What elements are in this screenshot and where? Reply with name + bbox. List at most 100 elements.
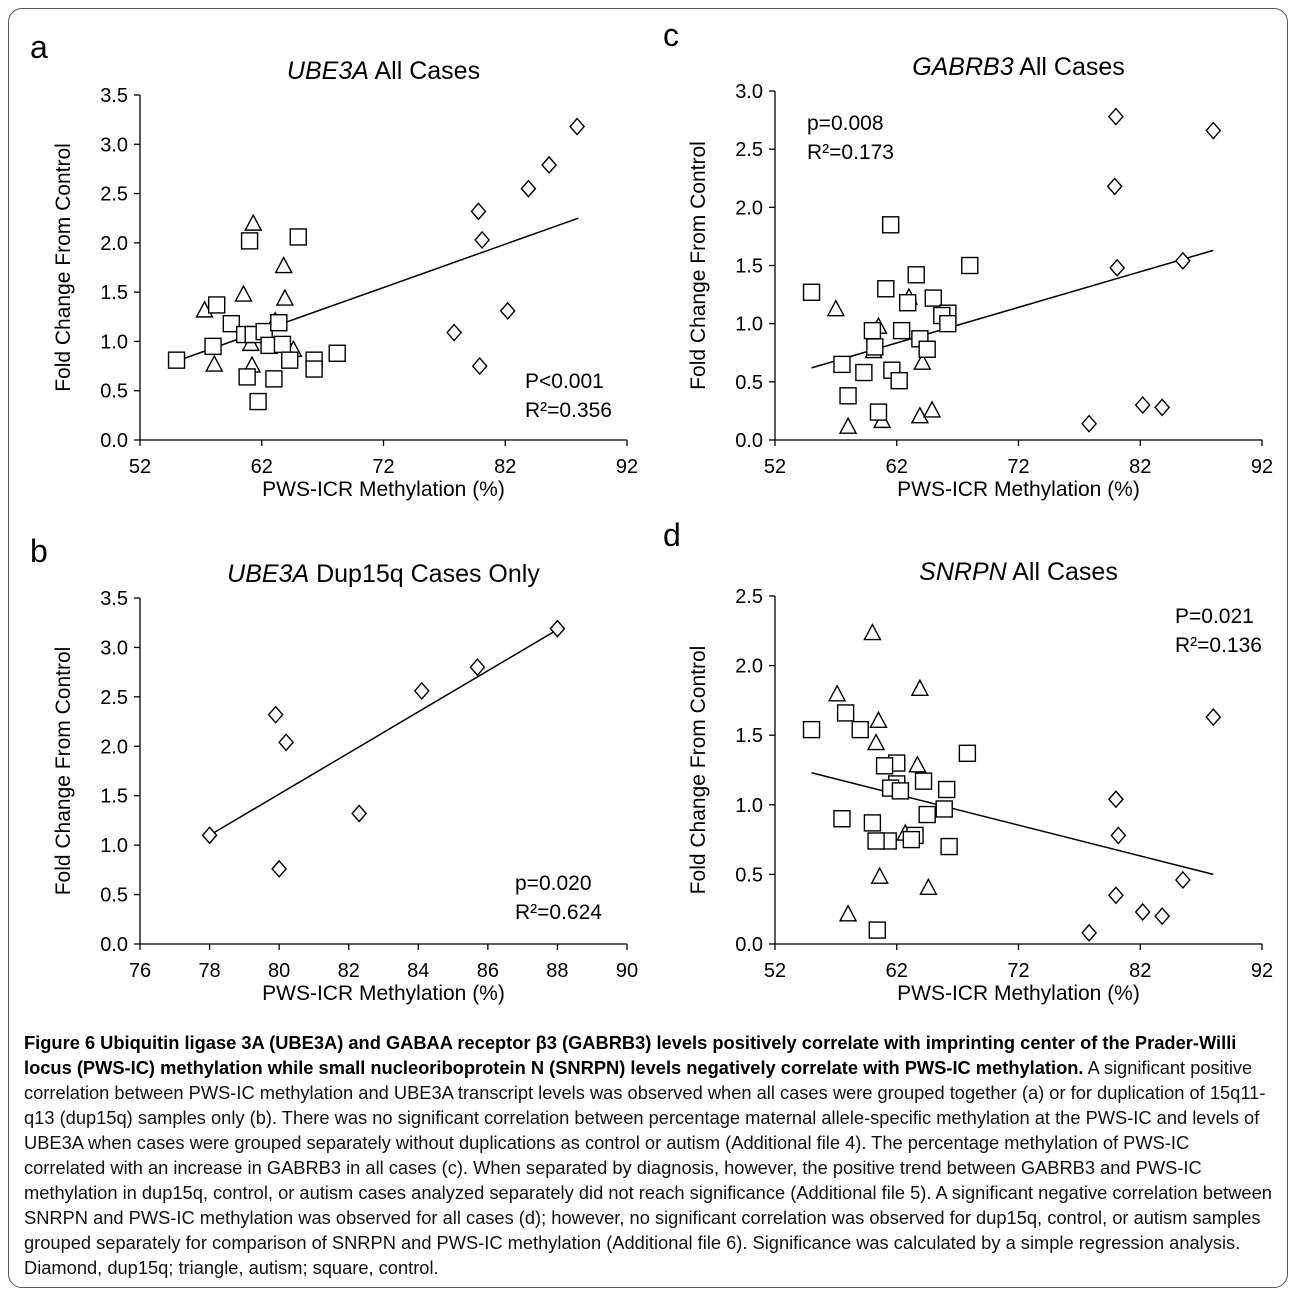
triangle-point — [869, 710, 888, 728]
square-point — [281, 351, 299, 369]
square-point — [802, 720, 821, 739]
y-tick-label: 0.5 — [100, 381, 128, 403]
triangle-point — [205, 354, 224, 372]
square-point — [875, 757, 894, 775]
square-point — [940, 837, 958, 856]
diamond-point — [1134, 396, 1151, 415]
square-point — [833, 355, 851, 374]
triangle-point — [838, 904, 858, 922]
y-tick-label: 2.0 — [735, 197, 763, 219]
panel-letter: d — [663, 517, 681, 553]
stat-p-value: P=0.021 — [1175, 605, 1254, 628]
triangle-point — [910, 678, 930, 696]
square-point — [924, 289, 942, 307]
diamond-point — [520, 179, 537, 198]
y-tick-label: 0.0 — [100, 934, 128, 956]
caption-body: A significant positive correlation betwe… — [24, 1057, 1272, 1278]
diamond-point — [267, 705, 284, 724]
panel-c: c GABRB3 All Cases 0.0 0.5 1.0 1.5 2.0 2.5 3.0 52… — [663, 17, 1273, 501]
x-tick-label: 92 — [1251, 960, 1273, 982]
square-point — [833, 810, 851, 828]
x-tick-label: 76 — [129, 960, 151, 982]
x-tick-label: 62 — [251, 456, 273, 478]
diamond-point — [1107, 107, 1124, 126]
x-tick-label: 82 — [494, 456, 516, 478]
diamond-point — [271, 859, 288, 878]
x-tick-label: 82 — [1129, 456, 1151, 478]
square-point — [863, 814, 882, 832]
title-gene: UBE3A — [227, 560, 309, 588]
diamond-point — [474, 230, 491, 249]
x-axis-label: PWS-ICR Methylation (%) — [897, 982, 1140, 1005]
triangle-point — [838, 416, 858, 434]
square-point — [892, 321, 911, 340]
x-tick-label: 82 — [338, 960, 360, 982]
x-axis-label: PWS-ICR Methylation (%) — [262, 478, 505, 501]
square-point — [918, 805, 936, 824]
diamond-point — [1110, 826, 1127, 845]
chart-title: UBE3A Dup15q Cases Only — [227, 560, 540, 588]
square-point — [881, 216, 900, 234]
x-tick-label: 86 — [477, 960, 499, 982]
chart-title: SNRPN All Cases — [919, 558, 1118, 586]
diamond-point — [1205, 121, 1222, 140]
x-tick-label: 80 — [268, 960, 290, 982]
y-axis-label: Fold Change From Control — [687, 646, 710, 895]
triangle-point — [275, 288, 295, 306]
y-tick-label: 1.5 — [735, 256, 763, 278]
diamond-point — [1154, 398, 1171, 417]
square-point — [240, 232, 259, 250]
y-tick-label: 3.0 — [735, 81, 763, 103]
y-tick-label: 0.5 — [735, 864, 763, 886]
panel-letter: b — [30, 533, 48, 569]
triangle-point — [910, 406, 930, 424]
square-point — [204, 337, 222, 356]
square-point — [937, 780, 956, 799]
triangle-point — [908, 755, 927, 773]
square-point — [802, 283, 821, 301]
y-tick-label: 3.0 — [100, 134, 128, 156]
square-point — [866, 338, 884, 356]
y-tick-label: 1.5 — [100, 786, 128, 808]
x-tick-label: 72 — [372, 456, 394, 478]
x-tick-label: 88 — [546, 960, 568, 982]
x-tick-label: 62 — [886, 456, 908, 478]
x-axis-label: PWS-ICR Methylation (%) — [262, 982, 505, 1005]
y-tick-label: 2.5 — [735, 586, 763, 608]
square-point — [902, 830, 921, 849]
panel-letter: c — [663, 17, 679, 53]
square-point — [222, 314, 241, 333]
diamond-point — [569, 117, 586, 136]
triangle-point — [913, 352, 932, 370]
x-tick-label: 90 — [616, 960, 638, 982]
y-tick-label: 0.5 — [735, 372, 763, 394]
diamond-point — [541, 155, 558, 175]
stat-p-value: p=0.020 — [515, 872, 592, 895]
diamond-point — [446, 323, 463, 342]
diamond-point — [1081, 923, 1098, 942]
y-tick-label: 2.5 — [735, 139, 763, 161]
square-point — [328, 344, 346, 362]
panel-d: d SNRPN All Cases 0.0 0.5 1.0 1.5 2.0 2.5 52 62 72… — [663, 517, 1273, 1005]
title-gene: UBE3A — [287, 57, 369, 85]
y-tick-label: 2.0 — [735, 656, 763, 678]
square-point — [939, 314, 957, 333]
y-tick-label: 2.5 — [100, 184, 128, 206]
triangle-point — [866, 733, 886, 751]
y-tick-label: 2.5 — [100, 687, 128, 709]
triangle-point — [827, 684, 847, 702]
square-point — [265, 370, 283, 388]
diamond-point — [1107, 886, 1124, 905]
square-point — [890, 371, 908, 390]
square-point — [899, 294, 917, 312]
triangle-point — [922, 400, 942, 418]
square-point — [289, 228, 307, 246]
title-rest: All Cases — [1014, 53, 1125, 81]
stat-r-squared: R²=0.136 — [1175, 634, 1262, 657]
y-axis-label: Fold Change From Control — [52, 143, 75, 392]
triangle-point — [919, 877, 938, 896]
figure-frame — [8, 8, 1288, 1288]
diamond-point — [278, 733, 295, 752]
caption-title: Figure 6 Ubiquitin ligase 3A (UBE3A) and… — [24, 1032, 1237, 1078]
x-tick-label: 92 — [1251, 456, 1273, 478]
